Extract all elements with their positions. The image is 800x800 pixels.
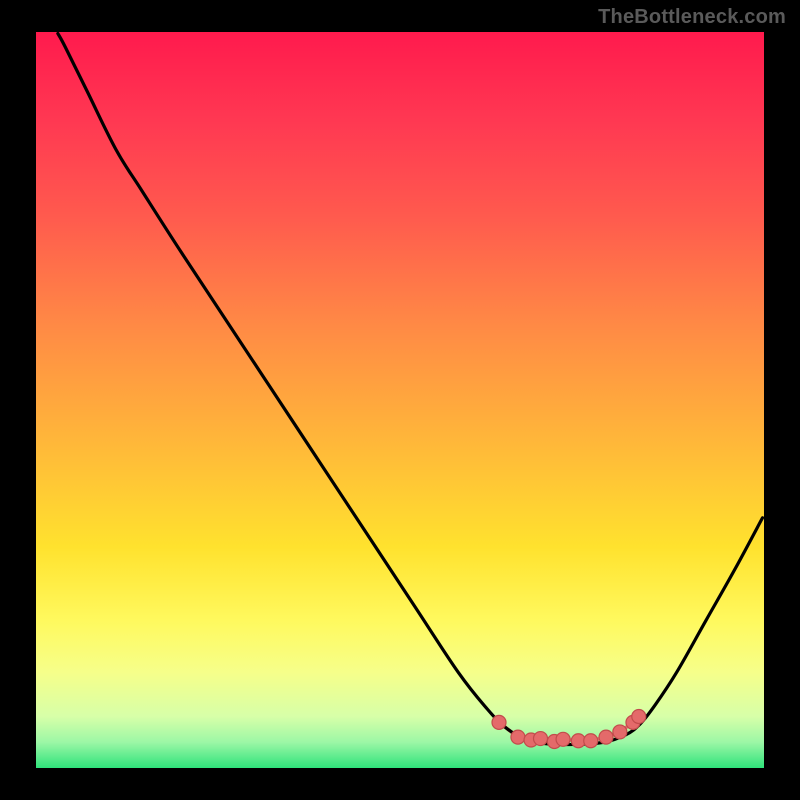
curve-marker — [613, 725, 627, 739]
curve-marker — [534, 732, 548, 746]
chart-plot-background — [36, 32, 764, 768]
curve-marker — [584, 734, 598, 748]
curve-marker — [556, 732, 570, 746]
curve-marker — [492, 715, 506, 729]
watermark-text: TheBottleneck.com — [598, 6, 786, 29]
curve-marker — [599, 730, 613, 744]
curve-marker — [632, 709, 646, 723]
bottleneck-curve-chart — [0, 0, 800, 800]
curve-marker — [511, 730, 525, 744]
chart-svg — [0, 0, 800, 800]
